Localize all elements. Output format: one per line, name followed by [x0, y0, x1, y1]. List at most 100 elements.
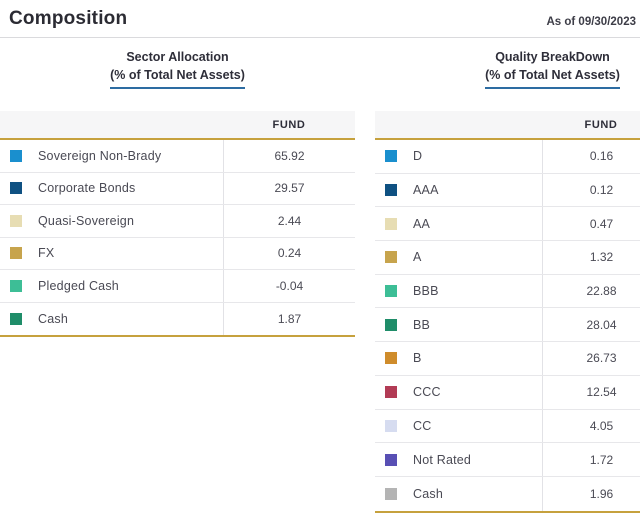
table-header-row: FUND	[375, 111, 640, 140]
row-label-cell: BB	[375, 308, 542, 341]
table-row: BBB 22.88	[375, 274, 640, 309]
row-label: Quasi-Sovereign	[38, 213, 135, 228]
legend-swatch-icon	[385, 352, 397, 365]
page-title: Composition	[9, 8, 128, 29]
row-label-cell: Pledged Cash	[0, 270, 223, 302]
section-title: Sector Allocation	[126, 50, 229, 64]
row-label: B	[413, 351, 422, 366]
row-label: BBB	[413, 284, 439, 299]
legend-swatch-icon	[385, 487, 397, 500]
row-label-cell: AAA	[375, 174, 542, 207]
sector-allocation-table: FUND Sovereign Non-Brady 65.92 Corporate B…	[0, 111, 355, 337]
row-label-cell: Sovereign Non-Brady	[0, 140, 223, 172]
row-label-cell: Cash	[375, 477, 542, 511]
row-value: 0.12	[542, 173, 640, 207]
row-label-cell: B	[375, 342, 542, 375]
table-header-row: FUND	[0, 111, 355, 140]
section-title: Quality BreakDown	[495, 50, 610, 64]
row-label-cell: CC	[375, 410, 542, 443]
row-label-cell: Quasi-Sovereign	[0, 205, 223, 237]
legend-swatch-icon	[385, 453, 397, 466]
legend-swatch-icon	[385, 251, 397, 264]
legend-swatch-icon	[385, 150, 397, 163]
row-value: 29.57	[223, 172, 355, 204]
row-label-cell: FX	[0, 238, 223, 270]
legend-swatch-icon	[385, 419, 397, 432]
section-subtitle: (% of Total Net Assets)	[110, 67, 245, 89]
row-label: CC	[413, 418, 432, 433]
row-value: 65.92	[223, 140, 355, 172]
table-body: D 0.16 AAA 0.12 AA 0.47 A 1.32 BBB 22.88 BB 28.04 B 2…	[375, 140, 640, 511]
table-row: Quasi-Sovereign 2.44	[0, 205, 355, 238]
row-label: Sovereign Non-Brady	[38, 148, 162, 163]
legend-swatch-icon	[385, 386, 397, 399]
section-subtitle-wrap: (% of Total Net Assets)	[375, 66, 640, 89]
table-row: BB 28.04	[375, 308, 640, 343]
legend-swatch-icon	[385, 285, 397, 298]
row-label-cell: CCC	[375, 376, 542, 409]
row-value: 22.88	[542, 274, 640, 308]
row-value: 1.32	[542, 241, 640, 274]
quality-breakdown-table: FUND D 0.16 AAA 0.12 AA 0.47 A 1.32 BBB 22.88 BB 28…	[375, 111, 640, 513]
composition-columns: Sector Allocation (% of Total Net Assets…	[0, 38, 640, 513]
table-row: CC 4.05	[375, 409, 640, 444]
table-row: Sovereign Non-Brady 65.92	[0, 140, 355, 173]
table-row: FX 0.24	[0, 237, 355, 270]
legend-swatch-icon	[10, 312, 22, 325]
row-label-cell: AA	[375, 207, 542, 240]
section-subtitle: (% of Total Net Assets)	[485, 67, 620, 89]
legend-swatch-icon	[10, 214, 22, 227]
quality-breakdown-heading: Quality BreakDown (% of Total Net Assets…	[375, 49, 640, 89]
row-value: 0.16	[542, 140, 640, 173]
table-row: AA 0.47	[375, 207, 640, 242]
row-label: Not Rated	[413, 452, 472, 467]
row-label-cell: BBB	[375, 275, 542, 308]
table-row: Corporate Bonds 29.57	[0, 172, 355, 205]
table-row: Cash 1.87	[0, 302, 355, 335]
table-row: A 1.32	[375, 241, 640, 275]
row-value: 1.72	[542, 443, 640, 476]
table-row: Not Rated 1.72	[375, 443, 640, 477]
row-label: AAA	[413, 183, 439, 198]
row-label: Pledged Cash	[38, 278, 119, 293]
row-value: 26.73	[542, 342, 640, 375]
table-row: CCC 12.54	[375, 375, 640, 410]
legend-swatch-icon	[10, 182, 22, 195]
table-row: D 0.16	[375, 140, 640, 174]
table-row: Pledged Cash -0.04	[0, 270, 355, 303]
row-label: Corporate Bonds	[38, 181, 136, 196]
table-body: Sovereign Non-Brady 65.92 Corporate Bonds 2…	[0, 140, 355, 335]
row-label-cell: A	[375, 241, 542, 274]
row-value: 28.04	[542, 308, 640, 342]
row-label: CCC	[413, 385, 441, 400]
row-value: 1.87	[223, 302, 355, 335]
legend-swatch-icon	[10, 149, 22, 162]
legend-swatch-icon	[10, 247, 22, 260]
row-label: Cash	[38, 311, 68, 326]
table-row: Cash 1.96	[375, 476, 640, 511]
row-value: 0.24	[223, 237, 355, 269]
row-value: 4.05	[542, 409, 640, 443]
row-label: A	[413, 250, 422, 265]
sector-allocation-heading: Sector Allocation (% of Total Net Assets…	[0, 49, 355, 89]
fund-column-header: FUND	[584, 118, 618, 131]
table-row: AAA 0.12	[375, 173, 640, 208]
row-value: 0.47	[542, 207, 640, 241]
legend-swatch-icon	[385, 184, 397, 197]
table-row: B 26.73	[375, 342, 640, 376]
page-header: Composition As of 09/30/2023	[0, 0, 640, 38]
row-value: -0.04	[223, 270, 355, 302]
legend-swatch-icon	[10, 279, 22, 292]
row-label-cell: Corporate Bonds	[0, 173, 223, 205]
row-label: Cash	[413, 486, 443, 501]
row-label: FX	[38, 246, 55, 261]
row-label: BB	[413, 317, 431, 332]
quality-breakdown-section: Quality BreakDown (% of Total Net Assets…	[375, 38, 640, 513]
row-value: 12.54	[542, 375, 640, 409]
row-value: 2.44	[223, 205, 355, 237]
section-subtitle-wrap: (% of Total Net Assets)	[0, 66, 355, 89]
row-label-cell: Not Rated	[375, 443, 542, 476]
fund-column-header: FUND	[272, 118, 306, 131]
row-label: D	[413, 149, 423, 164]
legend-swatch-icon	[385, 217, 397, 230]
